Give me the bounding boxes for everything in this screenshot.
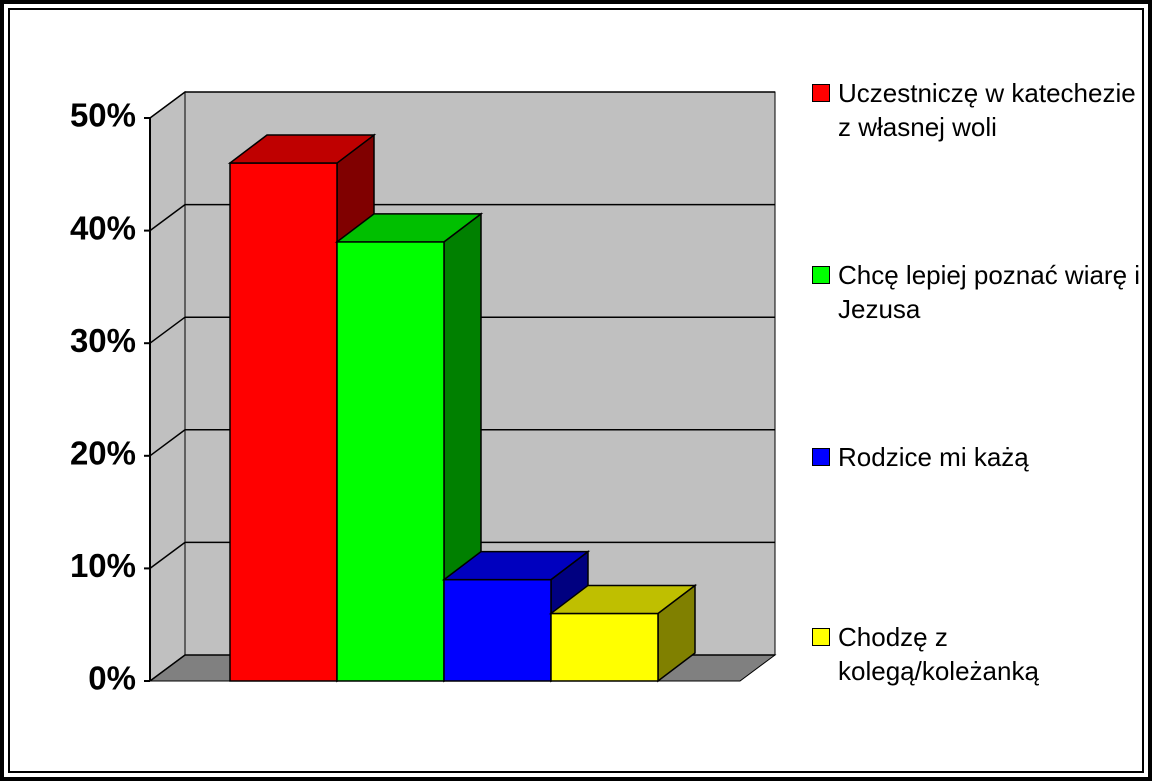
y-tick-label: 40%: [70, 209, 136, 246]
legend-label: Chodzę z kolegą/koleżanką: [838, 622, 1039, 686]
legend-item: Chodzę z kolegą/koleżanką: [812, 620, 1142, 688]
grid-line: [149, 203, 775, 232]
inner-frame: [8, 8, 1144, 773]
grid-line: [149, 541, 775, 570]
bar-top: [441, 550, 591, 581]
bar-top: [334, 213, 484, 243]
bar: [550, 612, 659, 682]
y-tick-label: 30%: [70, 322, 136, 359]
legend-item: Rodzice mi każą: [812, 440, 1142, 474]
bar: [336, 241, 445, 682]
grid-line: [149, 91, 775, 119]
legend-label: Chcę lepiej poznać wiarę i Jezusa: [838, 260, 1141, 324]
y-tick-label: 0%: [88, 660, 136, 697]
legend-swatch: [812, 628, 830, 646]
bar-top: [227, 134, 377, 164]
y-tick-label: 20%: [70, 435, 136, 472]
y-tick-label: 50%: [70, 97, 136, 134]
legend-swatch: [812, 448, 830, 466]
legend-item: Uczestniczę w katechezie z własnej woli: [812, 76, 1142, 144]
bar: [229, 162, 338, 682]
bar: [443, 578, 552, 682]
legend-label: Rodzice mi każą: [838, 442, 1029, 472]
legend-item: Chcę lepiej poznać wiarę i Jezusa: [812, 258, 1142, 326]
bar-top: [548, 584, 698, 615]
legend-swatch: [812, 84, 830, 102]
legend-swatch: [812, 266, 830, 284]
legend-label: Uczestniczę w katechezie z własnej woli: [838, 78, 1136, 142]
y-tick-label: 10%: [70, 547, 136, 584]
grid-line: [149, 316, 775, 344]
grid-line: [149, 429, 775, 457]
left-wall: [149, 91, 186, 682]
